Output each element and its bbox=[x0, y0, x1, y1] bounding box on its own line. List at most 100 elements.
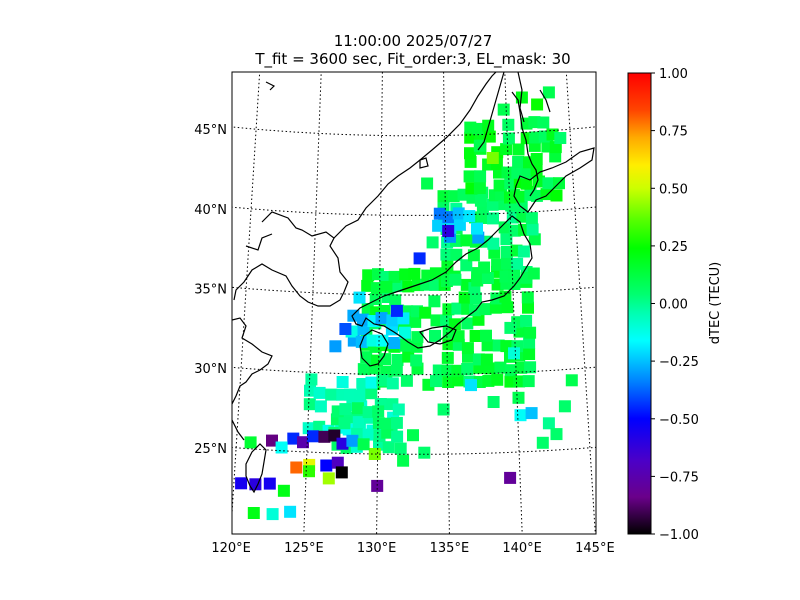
dtec-cell bbox=[447, 190, 460, 203]
colorbar-tick-label: 0.00 bbox=[659, 298, 688, 313]
dtec-cell bbox=[512, 143, 525, 156]
dtec-cell bbox=[529, 131, 542, 144]
dtec-cell bbox=[360, 351, 373, 364]
dtec-point bbox=[235, 477, 248, 490]
dtec-point bbox=[266, 508, 279, 521]
dtec-cell bbox=[420, 278, 433, 291]
dtec-cell bbox=[442, 338, 455, 351]
dtec-cell bbox=[441, 351, 454, 364]
dtec-point bbox=[437, 403, 450, 416]
dtec-cell bbox=[474, 194, 487, 207]
dtec-cell bbox=[476, 212, 489, 224]
dtec-cell bbox=[472, 313, 485, 326]
y-tick-label: 35°N bbox=[194, 283, 227, 298]
dtec-point bbox=[263, 477, 276, 490]
colorbar-ticks: 1.00 0.75 0.50 0.25 0.00 −0.25 −0.50 −0.75 −1.00 bbox=[651, 67, 699, 543]
dtec-cell bbox=[356, 313, 369, 326]
dtec-cell bbox=[352, 416, 365, 429]
dtec-cell bbox=[494, 361, 507, 374]
dtec-point bbox=[442, 225, 455, 237]
map-frame bbox=[231, 71, 597, 535]
dtec-point bbox=[390, 304, 403, 317]
dtec-cell bbox=[394, 442, 407, 455]
x-tick-label: 145°E bbox=[575, 541, 615, 556]
dtec-point bbox=[380, 280, 393, 293]
dtec-point bbox=[504, 321, 517, 334]
dtec-cell bbox=[338, 417, 351, 430]
dtec-point bbox=[421, 177, 434, 190]
dtec-cell bbox=[448, 318, 461, 331]
dtec-cell bbox=[430, 314, 443, 327]
dtec-cell bbox=[442, 211, 455, 224]
dtec-cell bbox=[430, 375, 442, 388]
dtec-cell bbox=[498, 221, 511, 234]
dtec-cell bbox=[469, 330, 482, 342]
dtec-cell bbox=[499, 290, 512, 303]
dtec-cell bbox=[502, 118, 515, 131]
dtec-point bbox=[515, 91, 528, 104]
dtec-point bbox=[565, 374, 578, 387]
dtec-point bbox=[514, 409, 527, 422]
dtec-cell bbox=[325, 388, 338, 401]
dtec-point bbox=[536, 436, 549, 449]
dtec-cell bbox=[461, 342, 474, 355]
coastline-shikoku bbox=[418, 325, 457, 345]
dtec-cell bbox=[523, 336, 536, 349]
dtec-cell bbox=[441, 260, 454, 272]
coastline-kyushu bbox=[359, 329, 389, 367]
dtec-cell bbox=[365, 387, 378, 400]
dtec-cell bbox=[344, 388, 356, 401]
dtec-cell bbox=[386, 377, 399, 390]
dtec-point bbox=[504, 471, 517, 484]
dtec-cell bbox=[501, 301, 514, 314]
coastline-sakhalin bbox=[511, 91, 539, 197]
dtec-cell bbox=[347, 309, 360, 322]
dtec-cell bbox=[472, 122, 485, 135]
dtec-cell bbox=[493, 179, 506, 192]
dtec-point bbox=[275, 441, 288, 454]
colorbar-tick-label: −0.75 bbox=[659, 470, 699, 485]
dtec-cell bbox=[537, 116, 550, 129]
dtec-point bbox=[303, 465, 315, 478]
dtec-cell bbox=[487, 237, 500, 250]
dtec-cell bbox=[460, 234, 473, 247]
meridian-line bbox=[232, 72, 261, 522]
dtec-cell bbox=[501, 166, 514, 179]
x-tick-label: 135°E bbox=[430, 541, 470, 556]
dtec-cell bbox=[460, 259, 473, 272]
dtec-point bbox=[397, 454, 410, 467]
dtec-cell bbox=[391, 354, 404, 366]
dtec-cell bbox=[525, 212, 538, 225]
colorbar-tick-label: 0.50 bbox=[659, 182, 688, 197]
dtec-cell bbox=[471, 274, 484, 287]
dtec-cell bbox=[480, 353, 493, 366]
coastline-honshu bbox=[351, 215, 533, 349]
x-tick-label: 130°E bbox=[357, 541, 397, 556]
dtec-cell bbox=[500, 143, 513, 156]
dtec-cell bbox=[523, 348, 536, 360]
dtec-cell bbox=[399, 268, 412, 281]
dtec-cell bbox=[516, 210, 529, 223]
colorbar-tick-label: −0.25 bbox=[659, 355, 699, 370]
x-tick-label: 140°E bbox=[502, 541, 542, 556]
dtec-cell bbox=[379, 353, 391, 366]
dtec-point bbox=[357, 438, 370, 451]
dtec-point bbox=[531, 98, 544, 111]
dtec-cell bbox=[520, 177, 533, 190]
dtec-point bbox=[322, 472, 335, 485]
dtec-cell bbox=[491, 373, 504, 386]
parallel-line bbox=[232, 126, 596, 137]
dtec-cell bbox=[512, 156, 525, 168]
dtec-point bbox=[247, 507, 260, 519]
dtec-point bbox=[407, 429, 419, 442]
dtec-cell bbox=[486, 198, 499, 211]
dtec-cell bbox=[366, 334, 379, 347]
dtec-cell bbox=[504, 364, 517, 377]
dtec-cell bbox=[314, 400, 327, 413]
dtec-point bbox=[244, 436, 257, 449]
dtec-cell bbox=[382, 441, 395, 454]
dtec-cell bbox=[550, 189, 563, 202]
dtec-point bbox=[554, 132, 567, 144]
dtec-cell bbox=[429, 329, 441, 342]
